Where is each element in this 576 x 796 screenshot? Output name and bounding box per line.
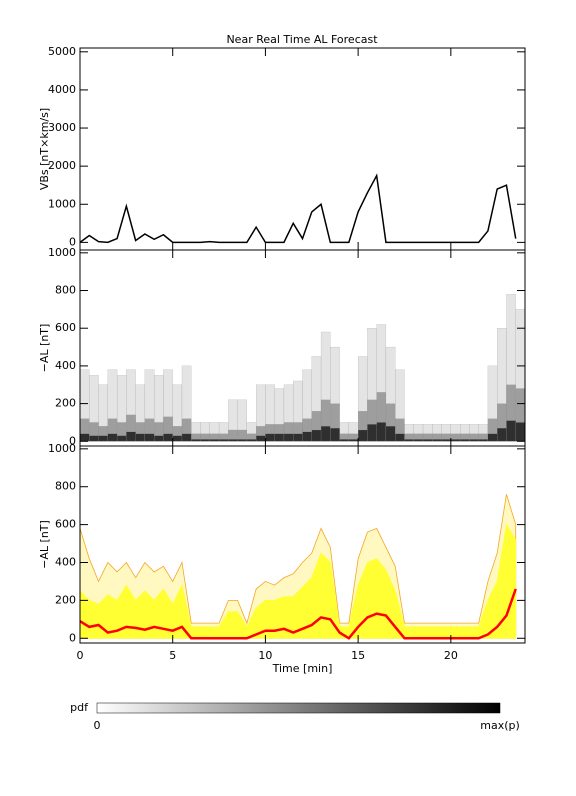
colorbar-min: 0 [94, 719, 101, 732]
density-cell [515, 422, 526, 442]
density-cell [497, 427, 507, 442]
colorbar [96, 702, 501, 714]
density-cell [441, 439, 451, 442]
density-cell [339, 439, 349, 442]
y-tick-label: 400 [55, 555, 76, 568]
plot-frame [79, 47, 526, 251]
y-tick-label: 600 [55, 321, 76, 334]
density-cell [191, 439, 201, 442]
y-tick-label: 3000 [48, 121, 76, 134]
density-cell [404, 439, 414, 442]
density-cell [107, 433, 118, 442]
data-line [79, 173, 517, 244]
colorbar-max: max(p) [480, 719, 520, 732]
y-tick-label: 4000 [48, 83, 76, 96]
y-tick-label: 1000 [48, 246, 76, 259]
density-cell [487, 433, 498, 442]
density-cell [237, 439, 247, 442]
y-tick-label: 200 [55, 593, 76, 606]
density-cell [200, 439, 210, 442]
x-axis-label: Time [min] [272, 662, 333, 675]
y-tick-label: 800 [55, 284, 76, 297]
y-tick-label: 800 [55, 480, 76, 493]
density-cell [209, 439, 220, 442]
density-cell [450, 439, 461, 442]
y-tick-label: 1000 [48, 442, 76, 455]
density-cell [432, 439, 442, 442]
density-cell [274, 433, 285, 442]
y-tick-label: 0 [69, 434, 76, 447]
density-cell [256, 435, 266, 442]
median-line [79, 588, 517, 640]
density-cell [395, 433, 405, 442]
density-cell [163, 433, 173, 442]
density-cell [89, 435, 99, 442]
density-cell [348, 439, 359, 442]
density-cell [79, 433, 90, 442]
colorbar-label: pdf [70, 701, 89, 714]
density-cell [376, 422, 387, 442]
y-tick-label: 1000 [48, 197, 76, 210]
density-cell [181, 433, 192, 442]
y-tick-label: 2000 [48, 159, 76, 172]
y-tick-label: 400 [55, 359, 76, 372]
density-cell [218, 439, 229, 442]
density-cell [293, 433, 303, 442]
density-cell [506, 420, 516, 442]
density-cell [385, 426, 396, 442]
y-axis-label: −AL [nT] [38, 324, 51, 373]
density-cell [460, 439, 470, 442]
density-cell [358, 429, 368, 442]
density-cell [320, 426, 331, 442]
density-cell [135, 433, 145, 442]
density-cell [311, 429, 322, 442]
density-cell [283, 433, 294, 442]
density-cell [478, 439, 489, 442]
density-cell [126, 431, 136, 442]
density-cell [228, 439, 238, 442]
x-tick-label: 5 [169, 649, 176, 662]
y-tick-label: 5000 [48, 45, 76, 58]
x-tick-label: 0 [77, 649, 84, 662]
y-tick-label: 200 [55, 397, 76, 410]
density-cell [330, 427, 340, 442]
density-cell [367, 424, 377, 442]
density-cell [144, 433, 155, 442]
y-tick-label: 0 [69, 631, 76, 644]
chart-title: Near Real Time AL Forecast [226, 33, 378, 46]
density-cell [116, 435, 127, 442]
density-cell [469, 439, 479, 442]
density-cell [172, 435, 183, 442]
density-cell [98, 435, 108, 442]
density-cell [422, 439, 433, 442]
density-cell [154, 435, 164, 442]
y-tick-label: 0 [69, 235, 76, 248]
plot-frame [79, 445, 526, 644]
x-tick-label: 10 [258, 649, 272, 662]
y-axis-label: VBs [nT×km/s] [38, 108, 51, 190]
y-axis-label: −AL [nT] [38, 520, 51, 569]
x-tick-label: 15 [351, 649, 365, 662]
density-cell [246, 439, 257, 442]
x-tick-label: 20 [444, 649, 458, 662]
y-tick-label: 600 [55, 518, 76, 531]
density-cell [413, 439, 424, 442]
density-cell [265, 433, 275, 442]
density-cell [302, 431, 312, 442]
